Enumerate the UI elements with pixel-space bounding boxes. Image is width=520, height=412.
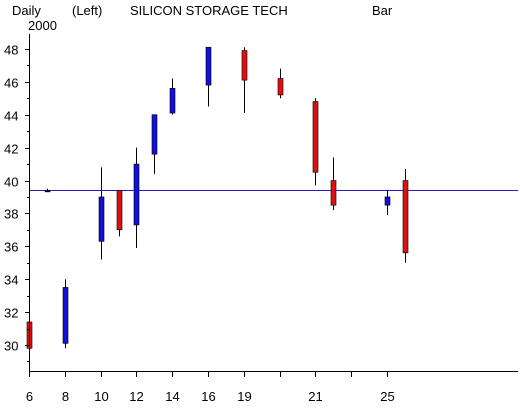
candle-body: [402, 180, 409, 254]
candle-body: [277, 78, 284, 96]
candle-body: [44, 190, 51, 193]
period-label: Daily: [12, 3, 41, 18]
candle-11: [277, 68, 284, 99]
candle-body: [312, 101, 319, 173]
candle-8: [169, 78, 176, 115]
candle-body: [133, 163, 140, 226]
x-tick-label: 10: [94, 389, 108, 404]
y-tick-label: 32: [4, 306, 18, 321]
y-tick-label: 42: [4, 142, 18, 157]
y-tick-label: 44: [4, 109, 18, 124]
candle-3: [62, 279, 69, 349]
candle-12: [312, 98, 319, 186]
candle-body: [241, 50, 248, 81]
candle-2: [44, 188, 51, 193]
x-tick-label: 12: [129, 389, 143, 404]
candle-6: [133, 147, 140, 248]
candle-body: [62, 287, 69, 344]
candle-body: [116, 190, 123, 231]
chart-type-label: Bar: [372, 3, 393, 18]
y-tick-label: 48: [4, 43, 18, 58]
candle-body: [330, 180, 337, 206]
candle-body: [169, 88, 176, 114]
y-tick-label: 34: [4, 273, 18, 288]
y-tick-label: 38: [4, 207, 18, 222]
x-tick-label: 19: [237, 389, 251, 404]
x-tick-label: 14: [165, 389, 179, 404]
candle-13: [330, 157, 337, 211]
x-tick-label: 6: [26, 389, 33, 404]
y-tick-label: 36: [4, 240, 18, 255]
candle-4: [98, 167, 105, 260]
y-tick-label: 40: [4, 175, 18, 190]
candle-body: [384, 196, 391, 206]
candle-5: [116, 190, 123, 237]
candle-7: [151, 114, 158, 174]
candle-10: [241, 47, 248, 114]
scale-side-label: (Left): [72, 3, 103, 18]
candle-body: [98, 196, 105, 242]
y-tick-label: 30: [4, 339, 18, 354]
x-tick-label: 8: [62, 389, 69, 404]
candle-body: [205, 46, 212, 86]
y-tick-label: 46: [4, 76, 18, 91]
year-label: 2000: [28, 18, 57, 33]
chart-title: SILICON STORAGE TECH: [130, 3, 288, 18]
candle-15: [402, 168, 409, 263]
candle-14: [384, 190, 391, 216]
x-tick-label: 21: [308, 389, 322, 404]
candle-9: [205, 46, 212, 107]
x-tick-label: 25: [380, 389, 394, 404]
x-tick-label: 16: [201, 389, 215, 404]
candle-body: [151, 114, 158, 155]
